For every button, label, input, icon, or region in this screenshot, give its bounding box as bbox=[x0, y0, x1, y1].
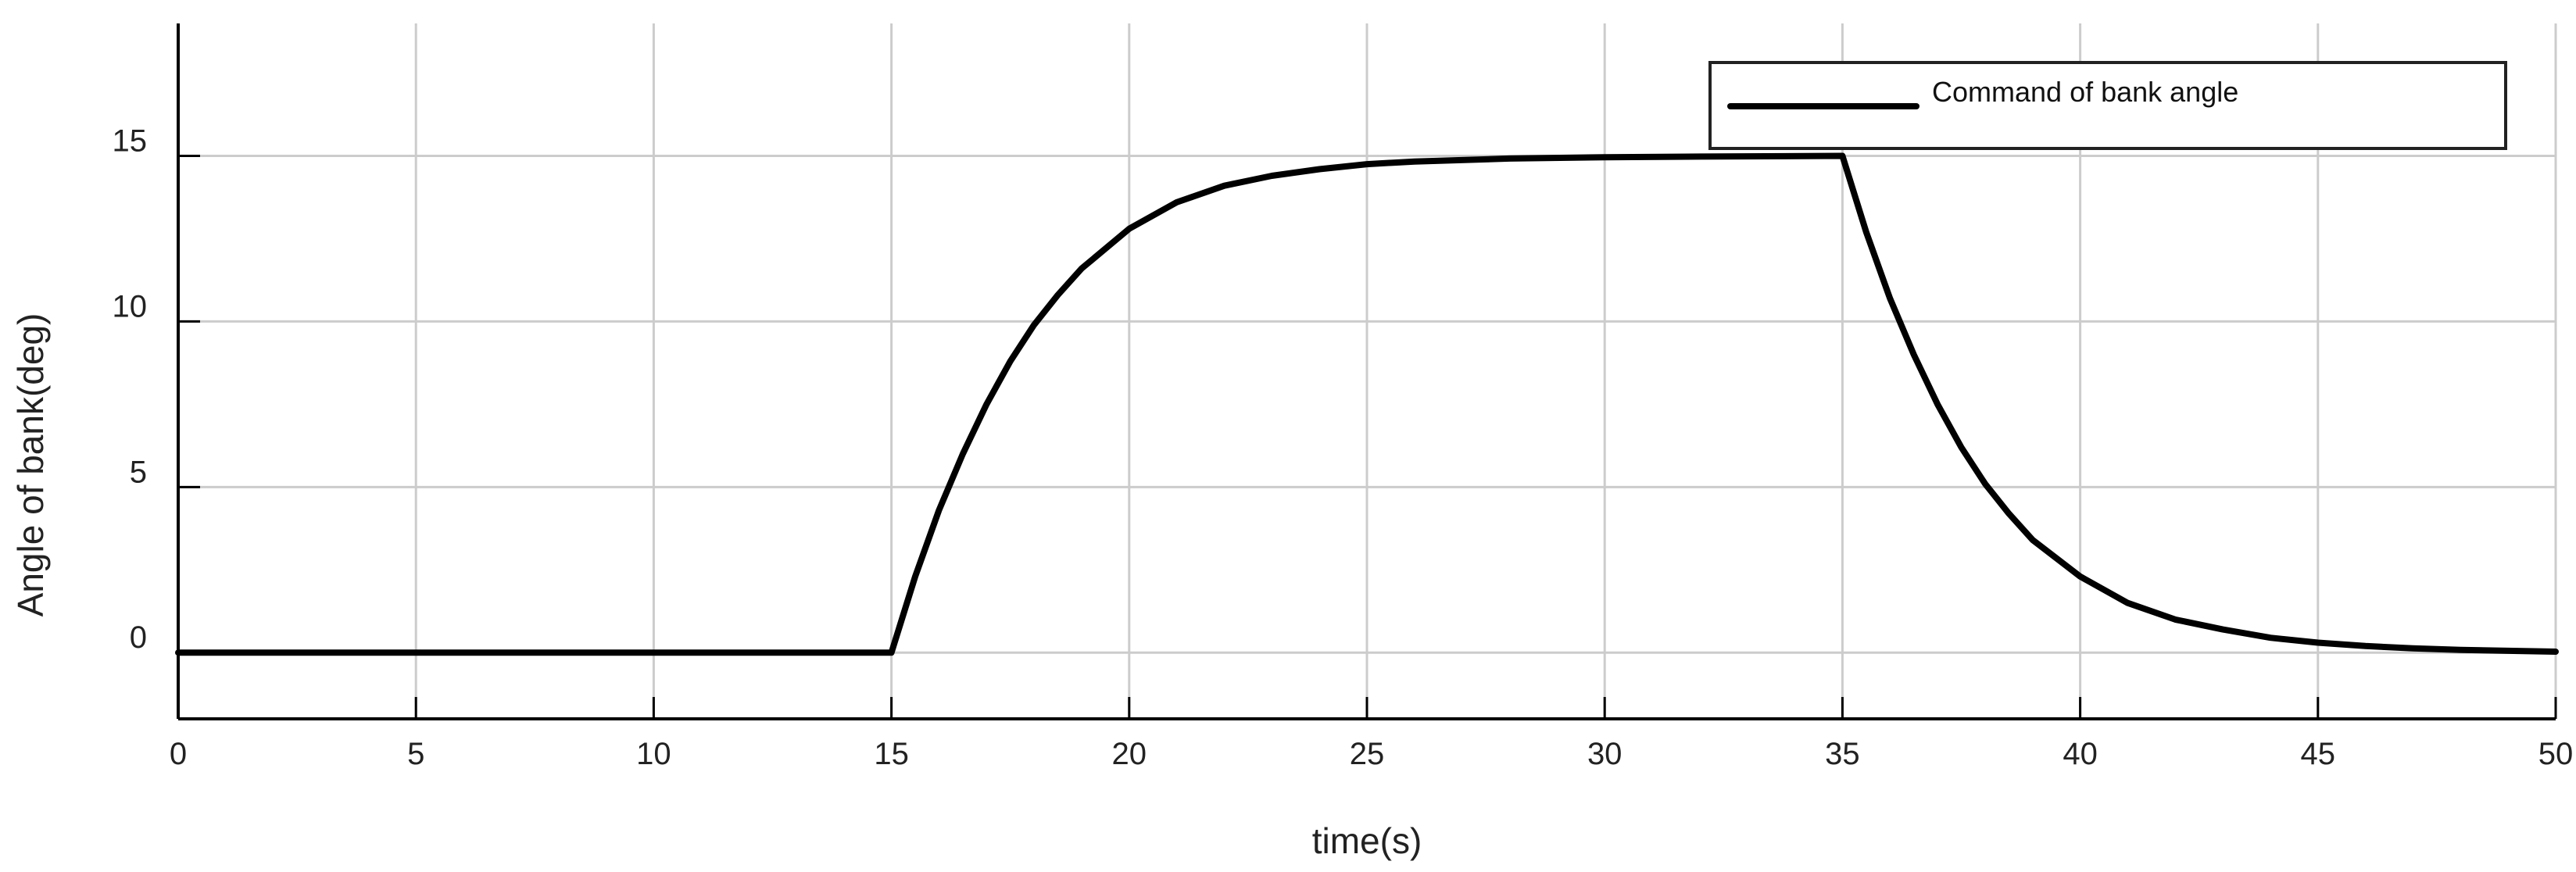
y-tick-label: 5 bbox=[130, 455, 147, 489]
x-tick-label: 40 bbox=[2063, 737, 2098, 771]
y-tick-label: 10 bbox=[113, 289, 148, 323]
series-line-command-of-bank-angle bbox=[175, 152, 2559, 656]
y-axis-title: Angle of bank(deg) bbox=[10, 313, 51, 617]
x-tick-label: 5 bbox=[407, 737, 424, 771]
y-tick-label: 0 bbox=[130, 620, 147, 655]
x-tick-label: 25 bbox=[1350, 737, 1385, 771]
x-tick-label: 30 bbox=[1587, 737, 1623, 771]
x-tick-label: 10 bbox=[636, 737, 671, 771]
tick-layer: 0 5 10 15 20 25 30 35 40 45 50 0 5 10 15 bbox=[113, 124, 2574, 771]
y-tick-label: 15 bbox=[113, 124, 148, 159]
x-tick-label: 0 bbox=[170, 737, 187, 771]
x-axis-title: time(s) bbox=[1312, 820, 1422, 861]
x-tick-label: 20 bbox=[1112, 737, 1147, 771]
legend-label-command-of-bank-angle: Command of bank angle bbox=[1932, 76, 2238, 108]
x-tick-label: 45 bbox=[2301, 737, 2336, 771]
legend: Command of bank angle bbox=[1708, 61, 2507, 150]
x-tick-label: 35 bbox=[1825, 737, 1860, 771]
x-tick-label: 15 bbox=[874, 737, 909, 771]
x-tick-label: 50 bbox=[2538, 737, 2574, 771]
series-layer bbox=[175, 152, 2559, 656]
